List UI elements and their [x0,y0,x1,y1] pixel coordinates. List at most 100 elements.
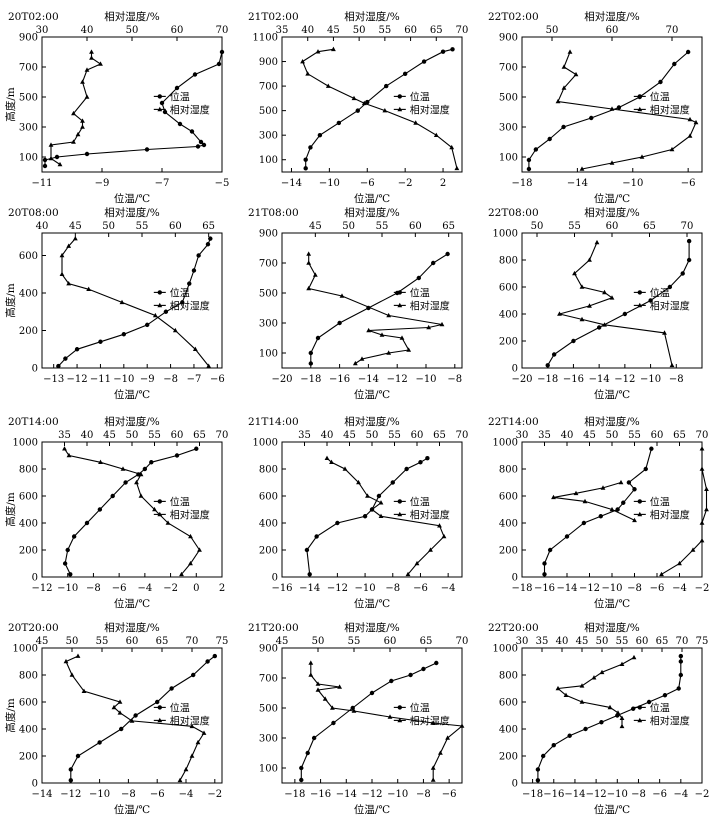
rh-point [329,459,334,465]
legend-label-rh: 相对湿度 [650,714,690,727]
legend-label-rh: 相对湿度 [170,299,210,312]
theta-point [390,480,395,485]
x2-tick-label: 75 [696,636,709,647]
y-axis-label: 高度/m [4,283,17,318]
rh-point [72,236,78,241]
x-axis-label: 位温/℃ [354,192,391,205]
x2-tick-label: 60 [171,25,184,36]
legend-marker-rh [397,302,403,308]
chart-panel: 21T08:00 相对湿度/% 位温/℃ −20 −18 −16 −14 −12 −10 −8 45… [248,206,463,401]
rh-point [669,362,675,368]
rh-point [659,571,664,577]
panel-title: 20T02:00 [8,11,59,23]
x-tick-label: −18 [511,178,532,189]
x2-tick-label: 50 [126,430,139,441]
rh-point [134,479,139,485]
legend-label-theta: 位温 [170,90,190,103]
theta-point [191,672,196,678]
panel-title: 21T08:00 [248,207,299,219]
rh-point [339,293,345,298]
theta-point [63,356,68,361]
rh-point [551,494,556,500]
x2-tick-label: 70 [186,636,199,647]
x2-tick-label: 60 [384,636,397,647]
rh-point [177,777,183,783]
x-tick-label: −12 [327,583,348,594]
theta-point [678,672,684,678]
rh-point [579,699,585,704]
y-tick-label: 500 [259,704,278,715]
x2-tick-label: 30 [516,430,529,441]
theta-point [317,132,323,138]
theta-point [314,534,319,539]
theta-point [421,666,426,672]
panel-title: 20T14:00 [8,416,59,428]
theta-point [362,514,368,519]
x2-tick-label: 45 [327,25,340,36]
rh-point [361,100,367,106]
x2-tick-label: 70 [681,221,694,232]
rh-point [315,49,321,54]
theta-point [336,120,342,126]
theta-point [418,460,423,465]
x2-tick-label: 60 [606,25,619,36]
x-tick-label: −8 [669,374,684,385]
x2-tick-label: 70 [216,25,229,36]
x-tick-label: −12 [586,789,607,800]
rh-point [441,533,447,539]
x-tick-label: −9 [140,374,155,385]
theta-point [299,765,304,771]
rh-point [445,735,450,740]
x-tick-label: −2 [163,583,178,594]
rh-point [206,363,212,368]
x2-tick-label: 45 [69,221,82,232]
theta-point [335,520,340,526]
theta-point [648,298,653,303]
rh-point [312,272,318,277]
y-tick-label: 800 [499,465,518,476]
rh-point [308,660,314,665]
x-tick-label: −18 [522,789,543,800]
theta-point [408,672,413,678]
x2-axis-label: 相对湿度/% [584,415,640,428]
theta-point [119,726,124,732]
x2-tick-label: 55 [376,221,389,232]
chart-panel: 20T08:00 相对湿度/% 位温/℃ 高度/m −13 −12 −11 −10 −9 −8 −7… [4,206,225,401]
y-tick-label: 1000 [13,438,38,449]
rh-point [594,239,600,245]
theta-point [304,547,310,553]
rh-point [687,133,693,138]
rh-point [324,455,330,460]
x-axis-label: 位温/℃ [594,597,631,610]
rh-point [59,252,65,258]
rh-point [308,672,314,677]
theta-point [355,108,360,113]
x-tick-label: −10 [601,583,622,594]
y-tick-label: 400 [19,519,38,530]
x-tick-label: −4 [673,789,688,800]
theta-point [205,242,211,247]
theta-point [144,322,150,328]
x-axis-label: 位温/℃ [594,803,631,816]
theta-point [110,493,115,499]
x2-tick-label: 45 [576,636,589,647]
y-tick-label: 100 [259,155,278,166]
theta-point [561,124,566,130]
rh-point [699,520,705,525]
x-tick-label: −14 [567,178,588,189]
x2-axis-label: 相对湿度/% [584,206,640,219]
theta-point [445,251,450,257]
x2-axis-label: 相对湿度/% [584,621,640,634]
theta-point [307,572,312,577]
x-tick-label: −10 [387,789,408,800]
panel-title: 22T20:00 [488,622,539,634]
theta-point [208,236,213,241]
legend-label-rh: 相对湿度 [410,103,450,116]
chart-panel: 21T14:00 相对湿度/% 位温/℃ −16 −14 −12 −10 −8 −6 −4 35 40… [248,415,468,610]
x2-tick-label: 40 [36,221,49,232]
x2-tick-label: 45 [583,430,596,441]
theta-point [68,767,74,772]
theta-point [667,284,673,290]
legend-marker-theta [157,290,162,295]
rh-point [439,321,445,327]
